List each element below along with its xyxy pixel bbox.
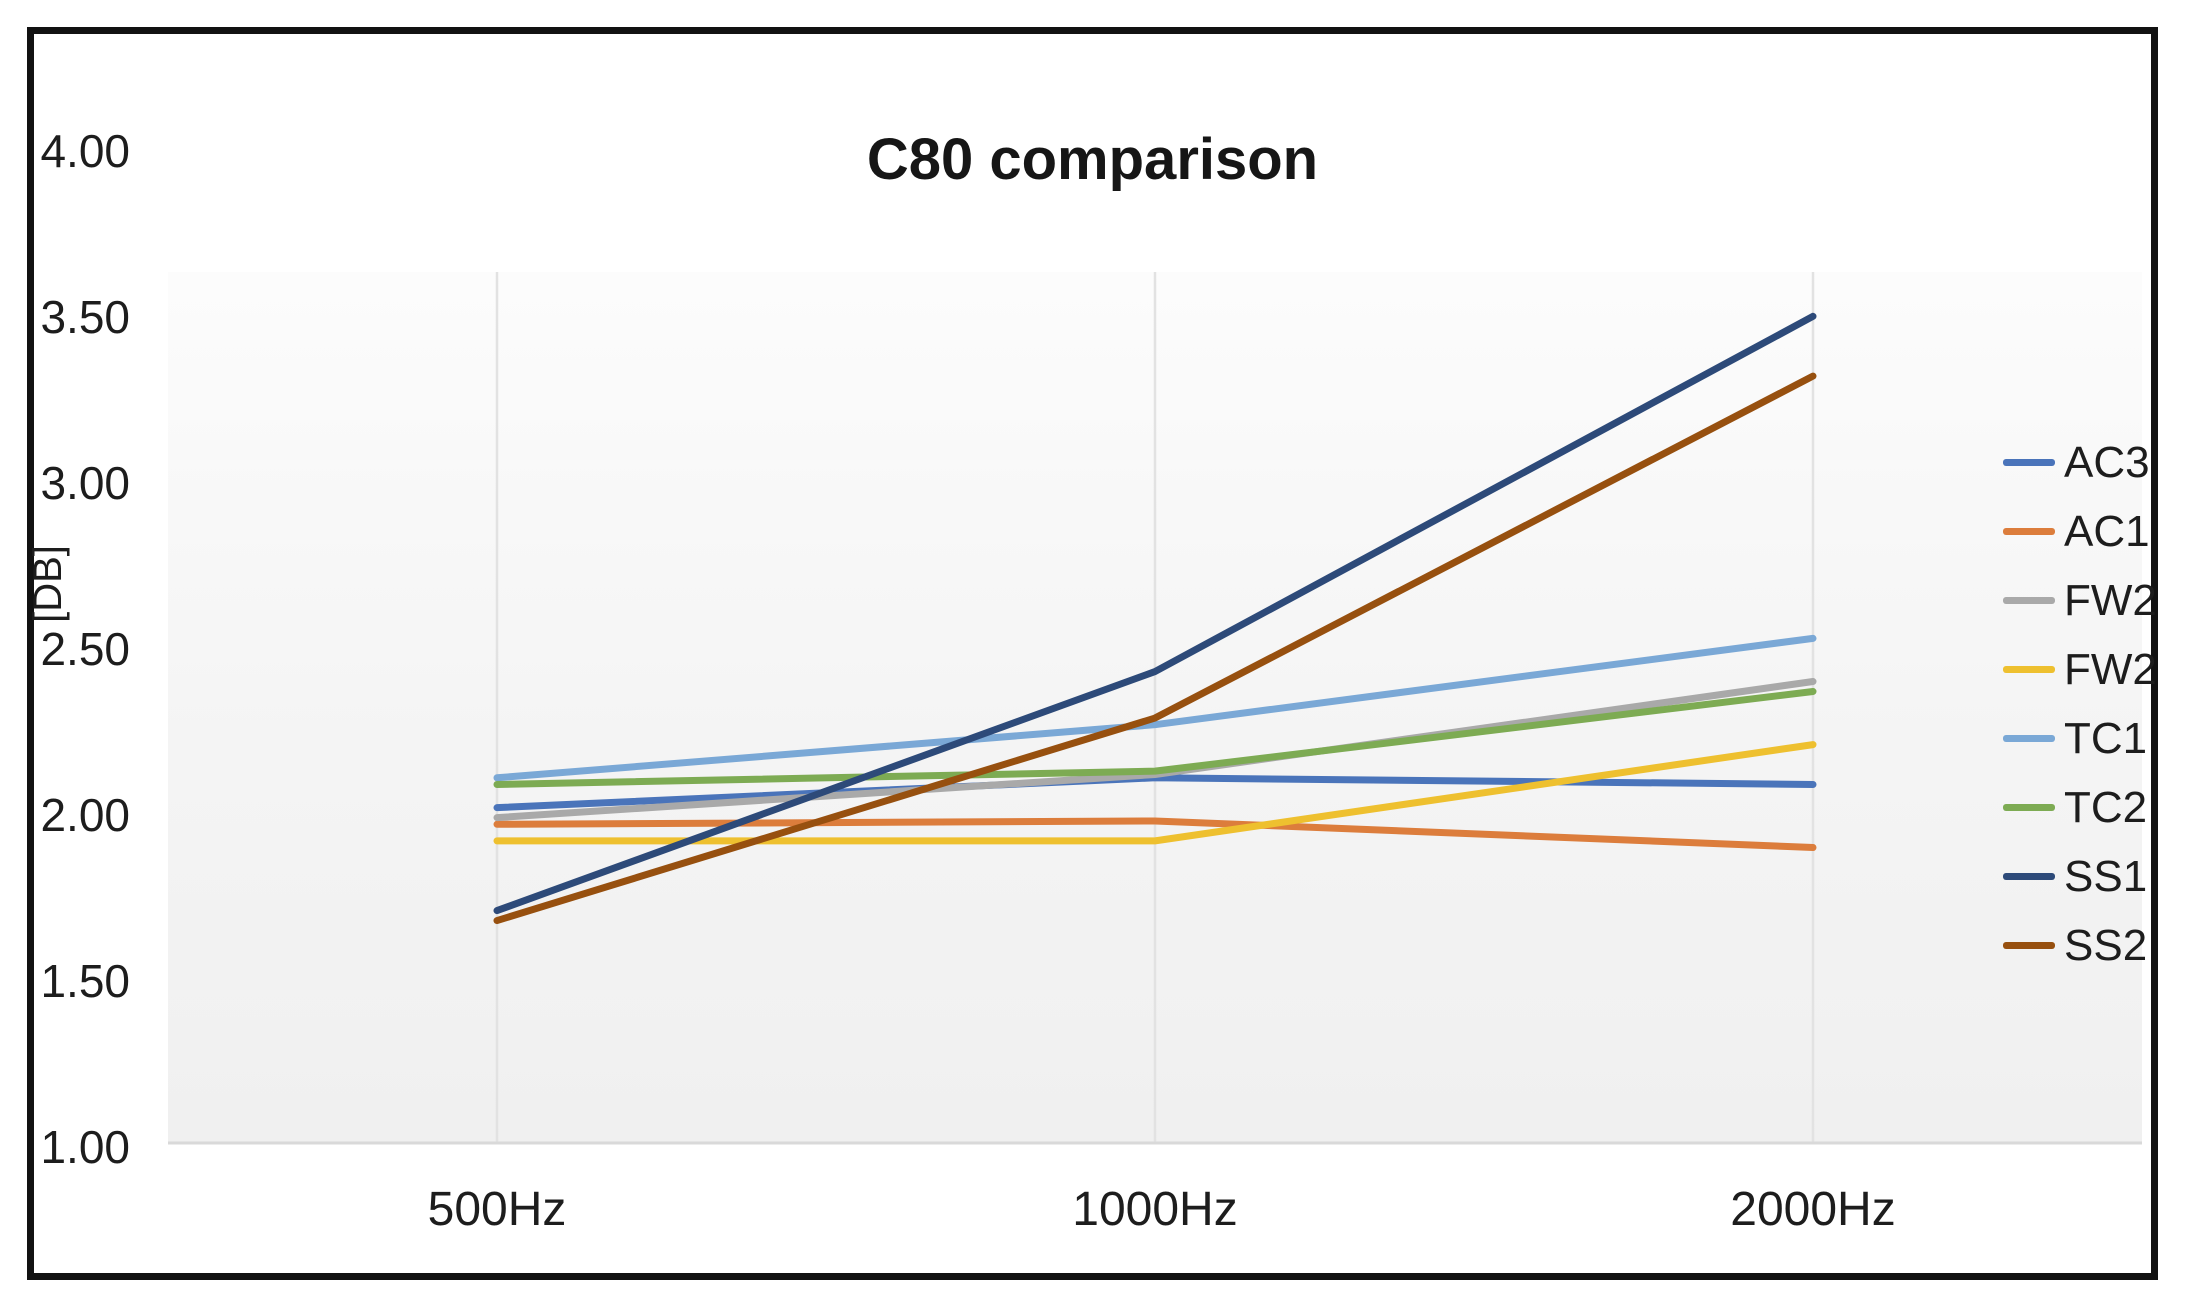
y-tick-label: 3.00: [40, 457, 130, 509]
legend-color-line: [2003, 666, 2055, 673]
legend-item: SS2: [2003, 911, 2157, 980]
legend-label: TC2: [2064, 782, 2148, 832]
legend-item: AC3: [2003, 428, 2157, 497]
legend-color-line: [2003, 804, 2055, 811]
x-tick-label: 1000Hz: [1072, 1183, 1238, 1236]
legend-color-line: [2003, 873, 2055, 880]
y-tick-label: 4.00: [40, 125, 130, 177]
legend-item: TC2: [2003, 773, 2157, 842]
legend-label: SS1: [2064, 851, 2148, 901]
legend-item: TC1: [2003, 704, 2157, 773]
y-tick-label: 2.00: [40, 789, 130, 841]
y-tick-label: 1.00: [40, 1121, 130, 1173]
legend-item: FW2: [2003, 566, 2157, 635]
legend-item: FW2: [2003, 635, 2157, 704]
legend-label: FW2: [2064, 575, 2157, 625]
legend-color-line: [2003, 735, 2055, 742]
legend: AC3 AC1 FW2 FW2 TC1 TC2 SS1 SS2: [2003, 428, 2157, 980]
legend-label: AC3: [2064, 437, 2150, 487]
legend-color-line: [2003, 942, 2055, 949]
legend-color-line: [2003, 528, 2055, 535]
y-tick-label: 2.50: [40, 623, 130, 675]
legend-label: FW2: [2064, 644, 2157, 694]
x-tick-label: 2000Hz: [1730, 1183, 1896, 1236]
chart-title: C80 comparison: [866, 127, 1319, 192]
y-tick-label: 1.50: [40, 955, 130, 1007]
series-line-FW2: [493, 741, 1817, 845]
x-tick-label: 500Hz: [427, 1183, 567, 1236]
series-line-TC2: [493, 687, 1817, 788]
legend-item: AC1: [2003, 497, 2157, 566]
legend-color-line: [2003, 459, 2055, 466]
legend-color-line: [2003, 597, 2055, 604]
legend-label: AC1: [2064, 506, 2150, 556]
series-line-SS1: [493, 312, 1817, 915]
y-tick-label: 3.50: [40, 291, 130, 343]
legend-label: TC1: [2064, 713, 2148, 763]
series-line-SS2: [493, 372, 1817, 925]
legend-label: SS2: [2064, 920, 2148, 970]
series-line-TC1: [493, 634, 1817, 782]
legend-item: SS1: [2003, 842, 2157, 911]
series-line-AC1: [493, 817, 1817, 852]
